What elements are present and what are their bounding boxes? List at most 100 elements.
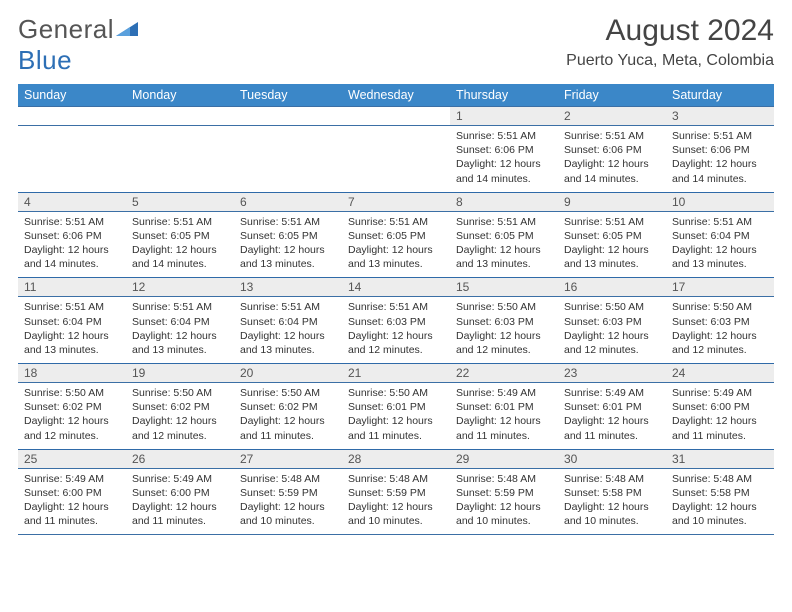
day-number-cell: 22 (450, 364, 558, 383)
daylight-line: Daylight: 12 hours and 13 minutes. (24, 329, 120, 357)
weekday-header-row: Sunday Monday Tuesday Wednesday Thursday… (18, 84, 774, 107)
day-detail-cell (234, 126, 342, 193)
day-number-cell: 25 (18, 449, 126, 468)
day-number-cell: 3 (666, 107, 774, 126)
sunrise-line: Sunrise: 5:49 AM (24, 472, 120, 486)
sunset-line: Sunset: 6:06 PM (24, 229, 120, 243)
sunset-line: Sunset: 6:05 PM (348, 229, 444, 243)
day-number-cell: 29 (450, 449, 558, 468)
daylight-line: Daylight: 12 hours and 11 minutes. (456, 414, 552, 442)
sunset-line: Sunset: 5:59 PM (240, 486, 336, 500)
sunrise-line: Sunrise: 5:49 AM (456, 386, 552, 400)
day-detail-row: Sunrise: 5:51 AMSunset: 6:04 PMDaylight:… (18, 297, 774, 364)
day-number-cell: 27 (234, 449, 342, 468)
sunrise-line: Sunrise: 5:48 AM (564, 472, 660, 486)
day-detail-cell: Sunrise: 5:49 AMSunset: 6:01 PMDaylight:… (450, 383, 558, 450)
day-detail-cell: Sunrise: 5:50 AMSunset: 6:02 PMDaylight:… (234, 383, 342, 450)
sunrise-line: Sunrise: 5:48 AM (456, 472, 552, 486)
calendar-table: Sunday Monday Tuesday Wednesday Thursday… (18, 84, 774, 535)
sunrise-line: Sunrise: 5:51 AM (132, 215, 228, 229)
sunset-line: Sunset: 6:01 PM (348, 400, 444, 414)
day-detail-cell: Sunrise: 5:49 AMSunset: 6:00 PMDaylight:… (126, 468, 234, 535)
day-detail-cell: Sunrise: 5:48 AMSunset: 5:58 PMDaylight:… (558, 468, 666, 535)
sunset-line: Sunset: 6:04 PM (672, 229, 768, 243)
month-title: August 2024 (566, 14, 774, 48)
day-detail-cell: Sunrise: 5:51 AMSunset: 6:05 PMDaylight:… (450, 211, 558, 278)
brand-name-b: Blue (18, 45, 72, 75)
day-detail-cell (126, 126, 234, 193)
day-number-cell (342, 107, 450, 126)
daylight-line: Daylight: 12 hours and 13 minutes. (348, 243, 444, 271)
sunset-line: Sunset: 5:59 PM (348, 486, 444, 500)
sunset-line: Sunset: 6:06 PM (564, 143, 660, 157)
day-number-cell: 23 (558, 364, 666, 383)
day-number-row: 123 (18, 107, 774, 126)
day-number-cell: 26 (126, 449, 234, 468)
day-number-cell: 7 (342, 192, 450, 211)
calendar-page: General Blue August 2024 Puerto Yuca, Me… (0, 0, 792, 612)
sunrise-line: Sunrise: 5:48 AM (348, 472, 444, 486)
sunset-line: Sunset: 6:02 PM (240, 400, 336, 414)
day-number-cell: 6 (234, 192, 342, 211)
header: General Blue August 2024 Puerto Yuca, Me… (18, 14, 774, 76)
daylight-line: Daylight: 12 hours and 14 minutes. (456, 157, 552, 185)
sunset-line: Sunset: 6:06 PM (456, 143, 552, 157)
weekday-header: Wednesday (342, 84, 450, 107)
sunset-line: Sunset: 6:04 PM (132, 315, 228, 329)
day-number-cell: 14 (342, 278, 450, 297)
sunset-line: Sunset: 6:04 PM (240, 315, 336, 329)
sunrise-line: Sunrise: 5:51 AM (348, 300, 444, 314)
daylight-line: Daylight: 12 hours and 14 minutes. (564, 157, 660, 185)
daylight-line: Daylight: 12 hours and 11 minutes. (564, 414, 660, 442)
day-number-cell: 19 (126, 364, 234, 383)
daylight-line: Daylight: 12 hours and 12 minutes. (132, 414, 228, 442)
day-number-cell: 24 (666, 364, 774, 383)
daylight-line: Daylight: 12 hours and 11 minutes. (240, 414, 336, 442)
sunrise-line: Sunrise: 5:48 AM (672, 472, 768, 486)
day-number-cell: 1 (450, 107, 558, 126)
day-number-cell: 21 (342, 364, 450, 383)
day-number-cell: 30 (558, 449, 666, 468)
day-detail-row: Sunrise: 5:49 AMSunset: 6:00 PMDaylight:… (18, 468, 774, 535)
day-detail-cell: Sunrise: 5:51 AMSunset: 6:05 PMDaylight:… (558, 211, 666, 278)
daylight-line: Daylight: 12 hours and 13 minutes. (456, 243, 552, 271)
day-detail-cell: Sunrise: 5:51 AMSunset: 6:06 PMDaylight:… (558, 126, 666, 193)
weekday-header: Monday (126, 84, 234, 107)
day-detail-cell: Sunrise: 5:51 AMSunset: 6:06 PMDaylight:… (450, 126, 558, 193)
weekday-header: Sunday (18, 84, 126, 107)
brand-triangle-icon (114, 14, 140, 34)
daylight-line: Daylight: 12 hours and 12 minutes. (348, 329, 444, 357)
daylight-line: Daylight: 12 hours and 12 minutes. (456, 329, 552, 357)
sunrise-line: Sunrise: 5:50 AM (348, 386, 444, 400)
day-number-row: 18192021222324 (18, 364, 774, 383)
sunset-line: Sunset: 6:01 PM (456, 400, 552, 414)
day-detail-cell: Sunrise: 5:48 AMSunset: 5:58 PMDaylight:… (666, 468, 774, 535)
brand-logo: General Blue (18, 14, 140, 76)
daylight-line: Daylight: 12 hours and 14 minutes. (132, 243, 228, 271)
day-detail-row: Sunrise: 5:51 AMSunset: 6:06 PMDaylight:… (18, 126, 774, 193)
day-number-cell: 10 (666, 192, 774, 211)
sunrise-line: Sunrise: 5:51 AM (456, 129, 552, 143)
day-detail-cell: Sunrise: 5:51 AMSunset: 6:05 PMDaylight:… (234, 211, 342, 278)
day-number-cell: 4 (18, 192, 126, 211)
sunrise-line: Sunrise: 5:51 AM (132, 300, 228, 314)
day-number-row: 25262728293031 (18, 449, 774, 468)
day-number-cell: 2 (558, 107, 666, 126)
day-number-cell: 5 (126, 192, 234, 211)
daylight-line: Daylight: 12 hours and 10 minutes. (348, 500, 444, 528)
day-number-cell: 12 (126, 278, 234, 297)
sunset-line: Sunset: 6:05 PM (456, 229, 552, 243)
sunrise-line: Sunrise: 5:51 AM (672, 215, 768, 229)
day-detail-cell (18, 126, 126, 193)
day-number-cell: 16 (558, 278, 666, 297)
day-number-cell (234, 107, 342, 126)
sunset-line: Sunset: 6:00 PM (672, 400, 768, 414)
sunset-line: Sunset: 6:05 PM (132, 229, 228, 243)
daylight-line: Daylight: 12 hours and 12 minutes. (672, 329, 768, 357)
sunrise-line: Sunrise: 5:51 AM (672, 129, 768, 143)
sunrise-line: Sunrise: 5:51 AM (240, 300, 336, 314)
sunrise-line: Sunrise: 5:49 AM (672, 386, 768, 400)
day-detail-cell: Sunrise: 5:51 AMSunset: 6:05 PMDaylight:… (126, 211, 234, 278)
sunset-line: Sunset: 6:05 PM (240, 229, 336, 243)
daylight-line: Daylight: 12 hours and 13 minutes. (240, 243, 336, 271)
